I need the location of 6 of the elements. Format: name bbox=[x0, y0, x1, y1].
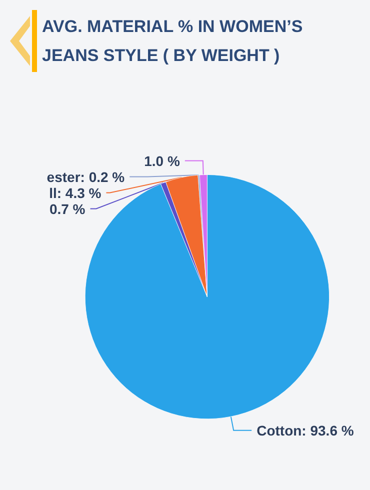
slice-label: ll: 4.3 % bbox=[49, 184, 102, 201]
slice-label: ester: 0.2 % bbox=[46, 168, 126, 185]
data-label: 0.7 % bbox=[49, 200, 86, 217]
slice-label: Cotton: 93.6 % bbox=[256, 422, 354, 438]
data-label: 1.0 % bbox=[144, 152, 180, 169]
chart-title: AVG. MATERIAL % IN WOMEN’S JEANS STYLE ( BY WEIGHT ) bbox=[42, 16, 304, 67]
